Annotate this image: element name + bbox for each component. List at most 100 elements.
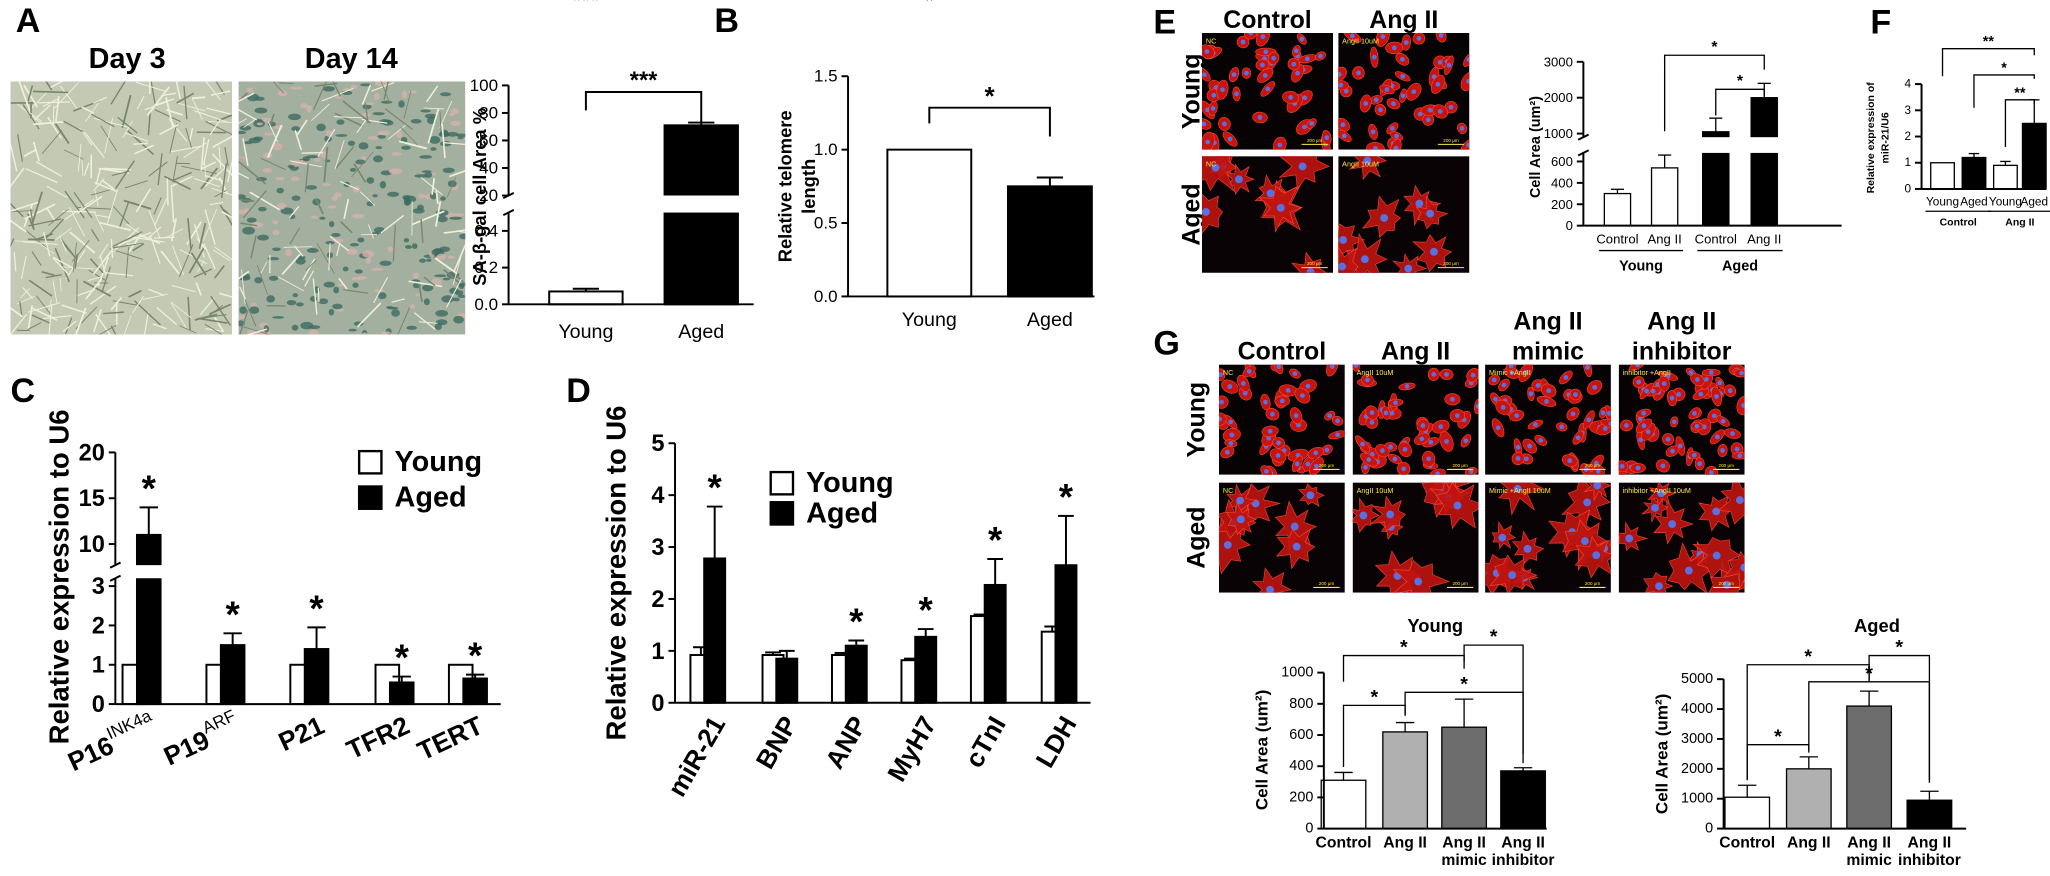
x-tick-label: Young bbox=[558, 321, 613, 343]
x-tick-label: Ang II bbox=[1847, 835, 1891, 852]
inset-label: inhibitor +AngII 10uM bbox=[1623, 486, 1691, 495]
stain bbox=[272, 220, 279, 225]
nucleus bbox=[1420, 423, 1426, 428]
stain bbox=[254, 276, 263, 284]
x-tick-label: TERT bbox=[413, 710, 488, 766]
stain bbox=[246, 87, 254, 93]
y-tick-label: 15 bbox=[79, 485, 105, 511]
stain bbox=[356, 275, 368, 280]
stain bbox=[379, 181, 387, 189]
stain bbox=[308, 329, 319, 335]
stain bbox=[430, 147, 437, 151]
category-superscript: INK4a bbox=[103, 705, 154, 742]
nucleus bbox=[1427, 107, 1433, 113]
micrograph bbox=[1352, 482, 1479, 593]
cell bbox=[63, 149, 84, 160]
nucleus bbox=[1665, 436, 1671, 442]
cell bbox=[54, 227, 72, 241]
cell bbox=[29, 208, 35, 229]
cell bbox=[183, 85, 188, 120]
stain bbox=[396, 130, 403, 139]
cell bbox=[112, 204, 130, 225]
cell bbox=[170, 218, 177, 242]
cell bbox=[435, 201, 442, 227]
nucleus bbox=[1218, 416, 1222, 422]
bar bbox=[1846, 705, 1893, 830]
nucleus bbox=[1365, 377, 1370, 383]
nucleus bbox=[1205, 139, 1211, 145]
nucleus bbox=[1644, 388, 1650, 394]
nucleus bbox=[1276, 203, 1285, 212]
nucleus bbox=[1714, 394, 1719, 399]
cell bbox=[156, 306, 178, 326]
bar bbox=[1724, 796, 1771, 830]
bar bbox=[1603, 192, 1632, 227]
stain bbox=[382, 120, 394, 126]
inset-label: NC bbox=[1206, 36, 1216, 45]
stain bbox=[334, 192, 342, 198]
y-tick-label: 3 bbox=[92, 573, 105, 599]
cell bbox=[61, 241, 78, 261]
cell bbox=[192, 98, 203, 120]
cell bbox=[211, 153, 233, 177]
stain bbox=[260, 117, 273, 122]
cell bbox=[391, 298, 405, 303]
cell bbox=[214, 316, 225, 333]
scale-bar-label: 200 μm bbox=[1719, 463, 1735, 468]
nucleus bbox=[1739, 370, 1744, 376]
y-tick-label: 0 bbox=[1305, 821, 1313, 837]
cell bbox=[172, 156, 178, 183]
cell bbox=[55, 96, 60, 122]
nucleus bbox=[1360, 255, 1369, 264]
stain bbox=[295, 257, 306, 265]
y-tick-label: 0 bbox=[1705, 821, 1713, 837]
bar bbox=[135, 533, 162, 706]
y-tick-label: 400 bbox=[1289, 758, 1313, 774]
cell bbox=[333, 116, 363, 119]
nucleus bbox=[1450, 396, 1455, 402]
bar bbox=[1320, 779, 1367, 830]
cell bbox=[10, 142, 18, 172]
nucleus bbox=[1694, 423, 1700, 429]
nucleus bbox=[1417, 111, 1423, 117]
stain bbox=[249, 306, 260, 314]
nucleus bbox=[1426, 456, 1432, 462]
nucleus bbox=[1248, 32, 1254, 36]
column-label: inhibitor bbox=[1632, 337, 1732, 365]
nucleus bbox=[1302, 95, 1308, 101]
x-tick-label: BNP bbox=[750, 711, 804, 774]
nucleus bbox=[1515, 444, 1521, 450]
nucleus bbox=[1586, 417, 1592, 423]
nucleus bbox=[1257, 115, 1263, 120]
y-tick-label: 40 bbox=[479, 158, 498, 177]
nucleus bbox=[1625, 534, 1634, 543]
cell bbox=[31, 191, 43, 224]
nucleus bbox=[1737, 453, 1743, 459]
y-tick-label: 5000 bbox=[1681, 671, 1713, 687]
bar bbox=[1500, 770, 1547, 830]
nucleus bbox=[1391, 101, 1396, 107]
nucleus bbox=[1202, 207, 1210, 216]
axis-break bbox=[502, 209, 515, 217]
nucleus bbox=[1373, 146, 1378, 150]
y-tick-label: 200 bbox=[1551, 197, 1573, 212]
category-name: cTnI bbox=[959, 711, 1012, 773]
cell bbox=[83, 280, 112, 297]
bar bbox=[1054, 564, 1078, 704]
cell bbox=[417, 280, 423, 302]
cell bbox=[111, 170, 130, 177]
cell bbox=[238, 92, 255, 103]
cell bbox=[24, 203, 56, 220]
significance-marker: * bbox=[1971, 0, 1977, 8]
group-label: Ang II bbox=[2005, 218, 2034, 229]
significance-marker: * bbox=[1340, 0, 1348, 11]
nucleus bbox=[1356, 70, 1361, 76]
y-axis-label: Cell Area (um²) bbox=[1653, 694, 1672, 814]
y-tick-label: 0.0 bbox=[814, 287, 838, 306]
x-tick-label: P21 bbox=[274, 710, 329, 757]
significance-marker: * bbox=[1804, 646, 1812, 668]
cell bbox=[111, 231, 143, 248]
cell bbox=[334, 146, 355, 170]
nucleus bbox=[1592, 551, 1601, 560]
cell bbox=[127, 233, 142, 253]
